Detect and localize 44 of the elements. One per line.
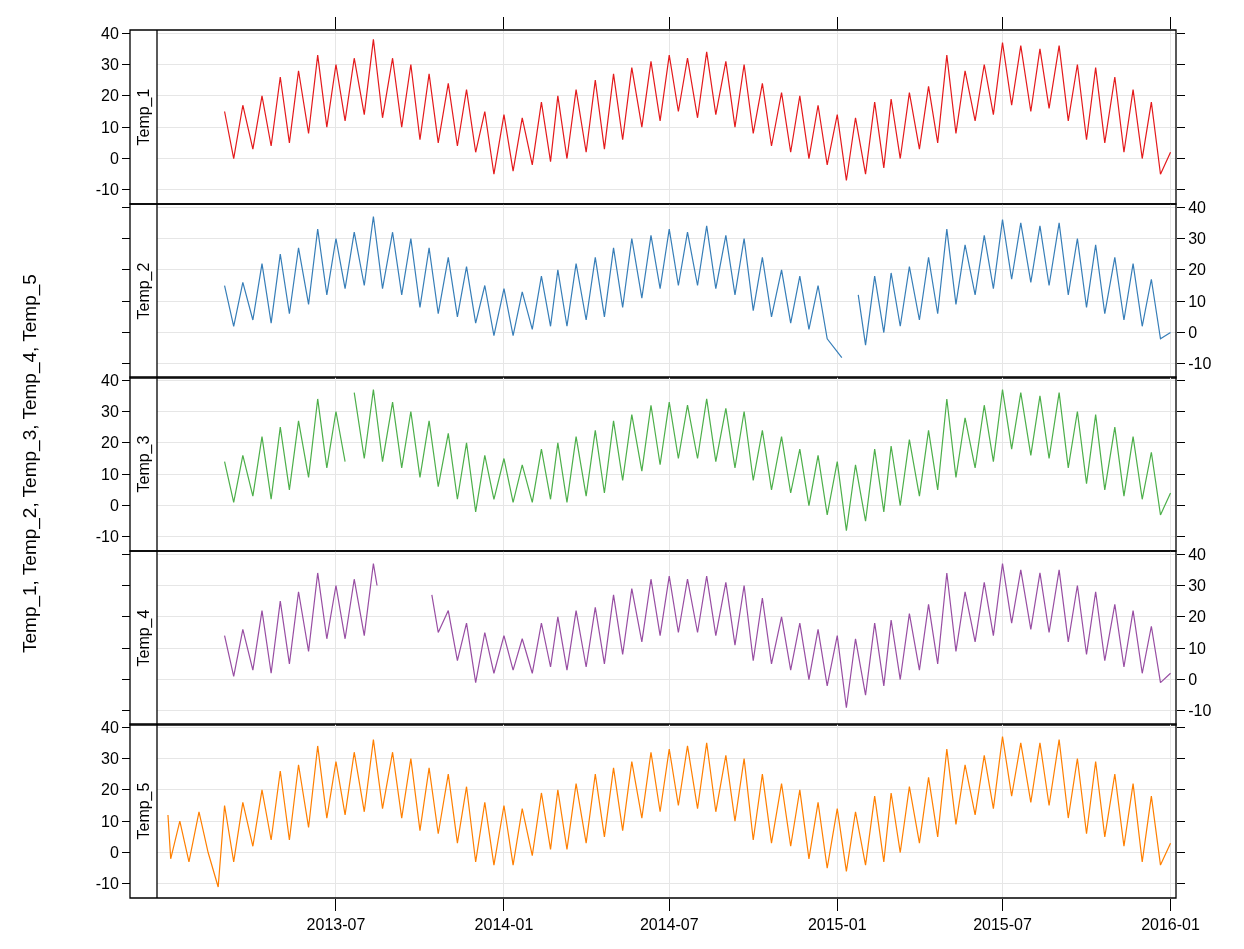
- text: Temp_2: [134, 262, 153, 320]
- y-tick-label: 0: [109, 844, 119, 862]
- x-tick-label: 2013-07: [306, 916, 366, 934]
- y-tick-label: 40: [101, 371, 119, 389]
- x-tick-label: 2015-01: [807, 916, 867, 934]
- y2-tick-label: 20: [1188, 261, 1207, 279]
- y2-tick-label: 30: [1188, 576, 1207, 594]
- y-tick-label: 40: [101, 24, 119, 42]
- y-tick-label: 0: [109, 150, 119, 168]
- y-tick-label: 20: [101, 87, 119, 105]
- y-tick-label: 10: [101, 118, 119, 136]
- y-tick-label: 0: [109, 497, 119, 515]
- text: Temp_5: [134, 782, 153, 840]
- y2-tick-label: 30: [1188, 229, 1207, 247]
- line-series: [167, 736, 1172, 889]
- x-tick-label: 2015-07: [973, 916, 1032, 934]
- y2-tick-label: -10: [1188, 355, 1212, 373]
- y-tick-label: 30: [101, 403, 119, 421]
- line-series: [223, 38, 1172, 182]
- y-tick-label: 30: [101, 56, 119, 74]
- y2-tick-label: 10: [1188, 292, 1207, 310]
- y2-tick-label: 40: [1188, 198, 1207, 216]
- y-tick-label: 10: [101, 813, 119, 831]
- text: Temp_1: [134, 88, 153, 146]
- y-tick-label: 20: [101, 434, 119, 452]
- text: Temp_4: [134, 609, 153, 667]
- y2-tick-label: 40: [1188, 545, 1207, 563]
- y-tick-label: 30: [101, 750, 119, 768]
- y-tick-label: -10: [95, 181, 119, 199]
- y-tick-label: -10: [95, 875, 119, 893]
- y2-tick-label: -10: [1188, 702, 1212, 720]
- y-tick-label: 20: [101, 781, 119, 799]
- y-tick-label: 40: [101, 719, 119, 737]
- y-tick-label: -10: [95, 528, 119, 546]
- y2-tick-label: 0: [1188, 323, 1198, 341]
- y2-tick-label: 20: [1188, 608, 1207, 626]
- x-tick-label: 2014-07: [639, 916, 699, 934]
- y-tick-label: 10: [101, 465, 119, 483]
- y-axis-title: Temp_1, Temp_2, Temp_3, Temp_4, Temp_5: [19, 274, 41, 654]
- text: Temp_3: [134, 435, 153, 493]
- x-tick-label: 2016-01: [1141, 916, 1200, 934]
- y2-tick-label: 0: [1188, 670, 1198, 688]
- x-tick-label: 2014-01: [474, 916, 534, 934]
- y2-tick-label: 10: [1188, 639, 1207, 657]
